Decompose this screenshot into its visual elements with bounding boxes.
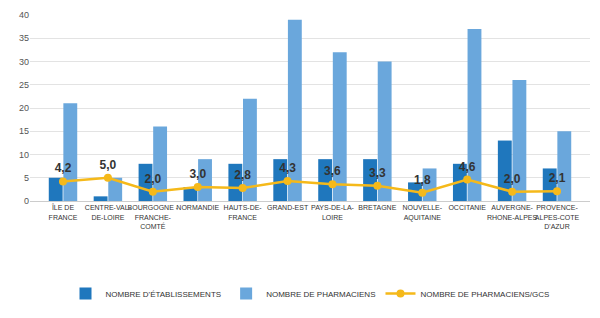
svg-text:ÎLE DEFRANCE: ÎLE DEFRANCE	[49, 203, 78, 220]
svg-text:10: 10	[19, 150, 29, 160]
svg-text:3,3: 3,3	[369, 166, 386, 180]
svg-text:5,0: 5,0	[100, 158, 117, 172]
svg-text:2,0: 2,0	[144, 172, 161, 186]
svg-text:4,2: 4,2	[55, 161, 72, 175]
svg-text:1,8: 1,8	[414, 173, 431, 187]
svg-text:BRETAGNE: BRETAGNE	[358, 204, 396, 211]
svg-text:2,1: 2,1	[549, 171, 566, 185]
svg-text:PROVENCE-ALPES-COTED'AZUR: PROVENCE-ALPES-COTED'AZUR	[535, 204, 580, 229]
svg-text:35: 35	[19, 33, 29, 43]
svg-text:4,6: 4,6	[459, 160, 476, 174]
svg-text:4,3: 4,3	[279, 161, 296, 175]
svg-text:NOMBRE D'ÉTABLISSEMENTS: NOMBRE D'ÉTABLISSEMENTS	[106, 290, 222, 299]
svg-text:NOMBRE DE PHARMACIENS/GCS: NOMBRE DE PHARMACIENS/GCS	[420, 290, 549, 299]
svg-text:NORMANDIE: NORMANDIE	[176, 204, 219, 211]
svg-text:AUVERGNE-RHONE-ALPES: AUVERGNE-RHONE-ALPES	[487, 204, 538, 220]
svg-text:15: 15	[19, 126, 29, 136]
svg-text:40: 40	[19, 10, 29, 20]
svg-text:3,0: 3,0	[189, 167, 206, 181]
svg-text:PAYS-DE-LA-LOIRE: PAYS-DE-LA-LOIRE	[311, 204, 355, 220]
svg-text:25: 25	[19, 80, 29, 90]
svg-text:NOMBRE DE PHARMACIENS: NOMBRE DE PHARMACIENS	[266, 290, 375, 299]
svg-text:2,8: 2,8	[234, 168, 251, 182]
svg-text:3,6: 3,6	[324, 164, 341, 178]
svg-text:20: 20	[19, 103, 29, 113]
svg-text:0: 0	[24, 196, 29, 206]
svg-text:CENTRE-VAL-DE-LOIRE: CENTRE-VAL-DE-LOIRE	[85, 204, 132, 220]
svg-text:HAUTS-DE-FRANCE: HAUTS-DE-FRANCE	[224, 204, 263, 220]
svg-text:2,0: 2,0	[504, 172, 521, 186]
svg-text:GRAND-EST: GRAND-EST	[267, 204, 309, 211]
svg-text:30: 30	[19, 57, 29, 67]
svg-text:NOUVELLE-AQUITAINE: NOUVELLE-AQUITAINE	[402, 204, 442, 221]
svg-text:5: 5	[24, 173, 29, 183]
svg-text:OCCITANIE: OCCITANIE	[448, 204, 486, 211]
svg-text:BOURGOGNE -FRANCHE-COMTÉ: BOURGOGNE -FRANCHE-COMTÉ	[128, 204, 179, 229]
